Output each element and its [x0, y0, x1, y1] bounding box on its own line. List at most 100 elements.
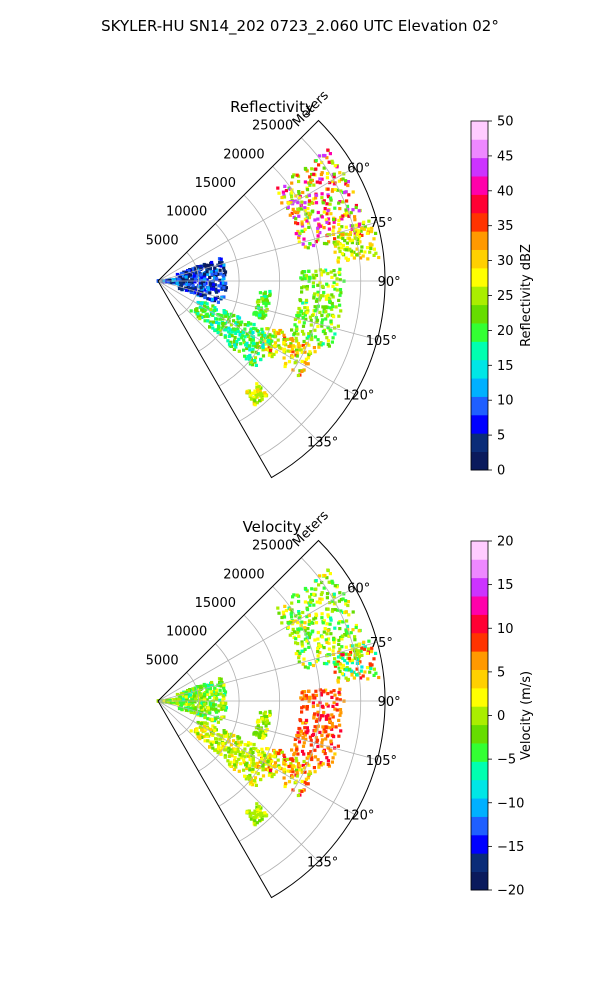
radar-gate: [320, 171, 324, 175]
colorbar-segment: [471, 414, 488, 434]
radar-gate: [219, 677, 223, 681]
radar-gate: [189, 286, 193, 290]
colorbar-segment: [471, 853, 488, 873]
radar-gate: [306, 729, 310, 733]
radar-gate: [330, 301, 334, 306]
radar-gate: [221, 694, 226, 698]
radar-gate: [340, 672, 344, 676]
colorbar-label: Velocity (m/s): [519, 671, 534, 760]
radar-gate: [282, 613, 286, 617]
radar-gate: [370, 646, 374, 650]
radar-gate: [287, 764, 291, 769]
radar-gate: [214, 268, 219, 272]
radar-gate: [248, 393, 253, 397]
radar-gate: [374, 671, 378, 675]
radar-gate: [286, 349, 290, 353]
radar-gate: [320, 313, 324, 318]
radar-gate: [339, 309, 343, 313]
radar-gate: [210, 742, 214, 746]
radar-gate: [222, 706, 226, 710]
azimuth-tick-label: 75°: [370, 636, 393, 651]
radar-gate: [243, 755, 247, 759]
radar-gate: [354, 625, 358, 630]
radar-gate: [315, 297, 319, 301]
radar-gate: [307, 335, 311, 339]
radar-gate: [240, 740, 244, 744]
radar-gate: [244, 343, 248, 347]
radar-gate: [168, 278, 172, 283]
radar-gate: [345, 624, 350, 628]
radar-gate: [227, 315, 231, 320]
radar-gate: [258, 399, 262, 403]
radar-gate: [210, 260, 214, 265]
radar-gate: [246, 323, 250, 327]
radar-gate: [314, 273, 319, 277]
radar-gate: [302, 759, 306, 764]
radar-gate: [329, 749, 333, 753]
radar-gate: [326, 339, 330, 343]
radar-gate: [252, 392, 257, 396]
radar-gate: [340, 645, 344, 649]
radar-gate: [325, 576, 329, 580]
radar-gate: [344, 225, 348, 229]
radar-gate: [335, 662, 339, 666]
radar-gate: [324, 725, 328, 729]
radar-gate: [298, 616, 302, 620]
radar-gate: [350, 661, 354, 665]
radar-gate: [322, 290, 326, 295]
colorbar-label: Reflectivity dBZ: [519, 244, 534, 347]
radar-gate: [332, 280, 336, 285]
radar-gate: [329, 632, 333, 636]
radar-gate: [340, 666, 344, 670]
radar-gate: [320, 318, 325, 322]
colorbar-tick-label: 15: [497, 359, 514, 374]
radar-gate: [200, 308, 204, 312]
radar-gate: [224, 706, 228, 710]
radar-gate: [345, 211, 349, 215]
radar-gate: [194, 271, 198, 275]
radar-gate: [203, 283, 207, 287]
radar-gate: [297, 656, 301, 660]
radar-gate: [296, 649, 300, 654]
radar-gate: [300, 706, 304, 710]
radar-gate: [181, 692, 185, 696]
azimuth-gridline: [157, 167, 355, 282]
radar-gate: [243, 743, 247, 747]
radar-gate: [184, 288, 188, 292]
radar-gate: [274, 350, 278, 354]
radar-gate: [360, 653, 364, 657]
radar-gate: [283, 364, 287, 369]
radar-gate: [344, 190, 348, 194]
radar-gate: [194, 267, 198, 271]
radar-gate: [260, 747, 264, 751]
radar-gate: [321, 762, 325, 766]
radar-gate: [345, 213, 349, 217]
radar-gate: [312, 603, 316, 607]
radar-gate: [208, 285, 212, 289]
radar-gate: [348, 247, 352, 251]
radar-gate: [259, 760, 264, 764]
radar-gate: [202, 278, 206, 282]
radar-gate: [317, 574, 322, 578]
radar-gate: [309, 200, 313, 205]
radar-gate: [313, 309, 317, 313]
radar-gate: [234, 331, 238, 335]
radar-gate: [300, 290, 304, 294]
radar-gate: [189, 693, 193, 697]
radar-gate: [268, 348, 273, 353]
radar-gate: [236, 744, 240, 748]
radar-gate: [261, 754, 265, 758]
radar-gate: [377, 255, 381, 260]
radar-gate: [230, 734, 234, 738]
radar-gate: [251, 761, 255, 765]
radar-gate: [210, 262, 214, 266]
radar-gate: [327, 647, 331, 651]
radar-gate: [232, 313, 236, 318]
radar-gate: [254, 363, 258, 367]
radar-gate: [252, 816, 256, 820]
radar-gate: [367, 639, 371, 643]
radar-gate: [222, 286, 226, 290]
radar-gate: [236, 324, 240, 328]
radar-gate: [320, 160, 324, 165]
radar-gate: [214, 320, 219, 324]
